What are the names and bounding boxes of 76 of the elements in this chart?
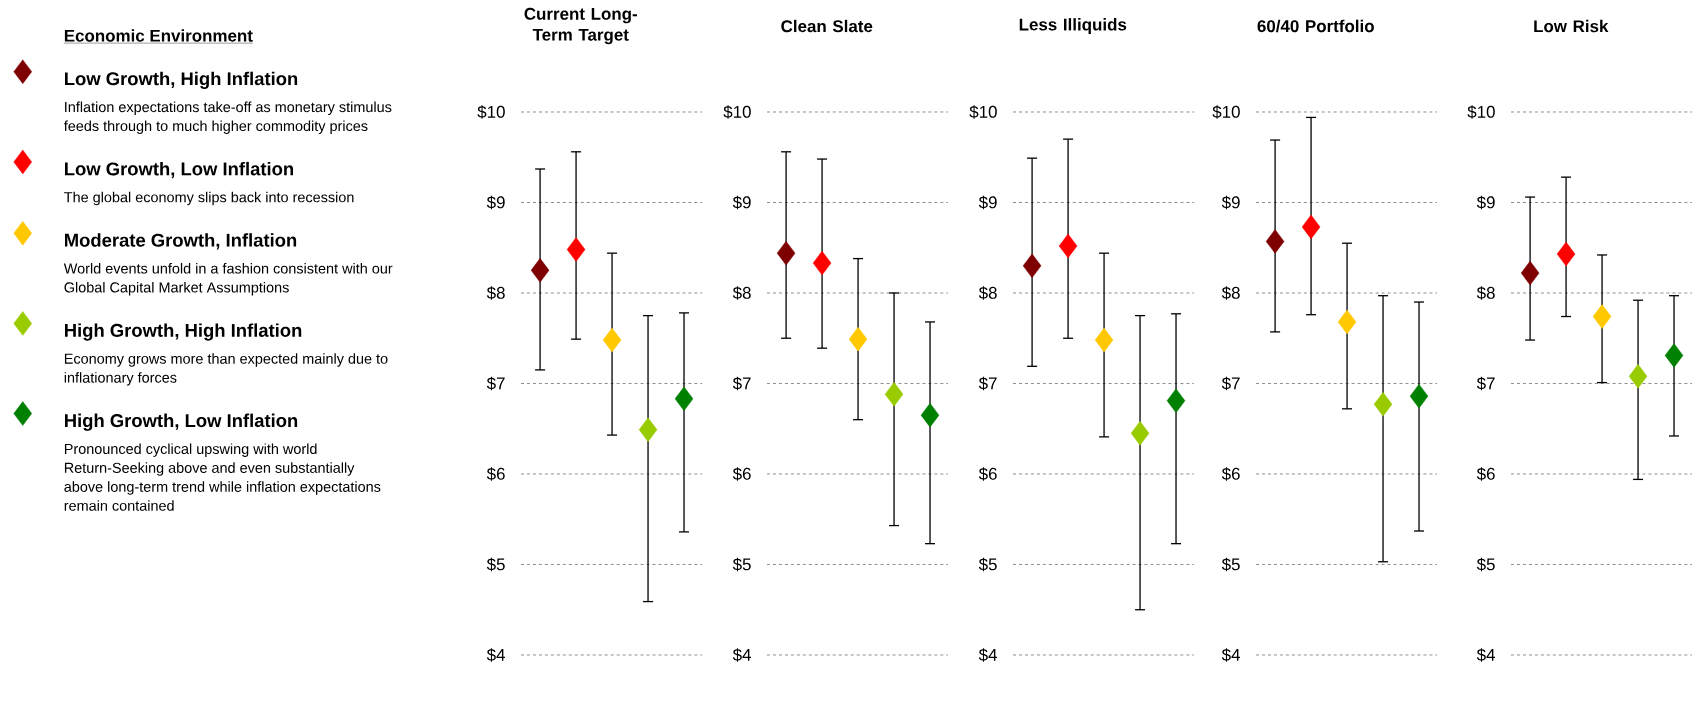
point [1664, 343, 1684, 368]
legend-label: High Growth, High Inflation [65, 323, 302, 341]
y-tick-label: $6 [1221, 467, 1240, 481]
legend-label: Low Growth, High Inflation [65, 71, 298, 89]
point [920, 402, 940, 428]
y-tick-label: $8 [978, 286, 997, 300]
y-tick-label: $9 [978, 195, 997, 210]
y-tick-label: $5 [1476, 557, 1495, 572]
point [1130, 421, 1150, 446]
y-tick-label: $10 [969, 105, 997, 119]
y-tick-label: $9 [732, 195, 751, 210]
point [1628, 364, 1648, 389]
text: Pronounced cyclical upswing with world Return-Seeking above and even substantially above long-term trend while inflation expectations remain contained [64, 443, 381, 511]
y-tick-label: $8 [732, 286, 751, 300]
y-tick-label: $4 [732, 648, 751, 662]
y-tick-label: $10 [1212, 105, 1240, 119]
y-tick-label: $8 [486, 286, 505, 300]
chart-title: Current Long-Term Target [524, 7, 637, 45]
legend-title: Economic Environment [64, 29, 253, 42]
y-tick-label: $6 [978, 467, 997, 481]
y-tick-label: $10 [723, 105, 751, 119]
chart-title: Clean Slate [781, 19, 873, 33]
y-tick-label: $4 [1221, 648, 1240, 662]
y-tick-label: $5 [978, 557, 997, 572]
point [1556, 241, 1576, 267]
chart-title: Less Illiquids [1019, 18, 1127, 34]
y-tick-label: $6 [732, 467, 751, 481]
y-tick-label: $10 [1467, 105, 1495, 119]
chart-title: Low Risk [1534, 19, 1609, 33]
point [602, 327, 622, 353]
y-tick-label: $7 [1221, 376, 1240, 391]
point [638, 417, 658, 442]
y-tick-label: $10 [477, 105, 505, 119]
y-tick-label: $5 [732, 557, 751, 572]
y-tick-label: $9 [1476, 195, 1495, 210]
text: Economy grows more than expected mainly due to inflationary forces [64, 353, 388, 386]
point [566, 237, 586, 262]
point [1409, 383, 1429, 409]
text: Inflation expectations take-off as monetary stimulus feeds through to much higher commodity prices [63, 101, 392, 134]
y-tick-label: $7 [732, 376, 751, 391]
y-tick-label: $8 [1476, 286, 1495, 300]
y-tick-label: $8 [1221, 286, 1240, 300]
y-tick-label: $4 [486, 648, 505, 662]
y-tick-label: $4 [1476, 648, 1495, 662]
point [848, 326, 868, 352]
y-tick-label: $7 [978, 376, 997, 391]
point [1094, 327, 1114, 353]
y-tick-label: $5 [1221, 557, 1240, 572]
chart-title: 60/40 Portfolio [1257, 19, 1374, 33]
legend-label: Moderate Growth, Inflation [65, 233, 297, 250]
point [812, 250, 832, 276]
point [1592, 304, 1612, 329]
point [1265, 229, 1285, 254]
legend-label: High Growth, Low Inflation [65, 413, 298, 431]
point [776, 240, 796, 266]
point [530, 258, 550, 283]
y-tick-label: $5 [486, 557, 505, 572]
y-tick-label: $4 [978, 648, 997, 662]
point [884, 382, 904, 407]
point [1337, 309, 1357, 335]
point [1301, 214, 1321, 240]
point [1166, 388, 1186, 413]
text: The global economy slips back into recession [64, 191, 354, 206]
text: World events unfold in a fashion consistent with our Global Capital Market Assumptions [63, 263, 393, 296]
y-tick-label: $6 [486, 467, 505, 481]
y-tick-label: $7 [486, 376, 505, 391]
point [674, 386, 694, 412]
y-tick-label: $9 [486, 195, 505, 210]
point [1373, 392, 1393, 417]
y-tick-label: $9 [1221, 195, 1240, 210]
legend-label: Low Growth, Low Inflation [65, 161, 294, 179]
point [1520, 260, 1540, 286]
point [1022, 253, 1042, 279]
y-tick-label: $7 [1476, 376, 1495, 391]
point [1058, 233, 1078, 259]
y-tick-label: $6 [1476, 467, 1495, 481]
